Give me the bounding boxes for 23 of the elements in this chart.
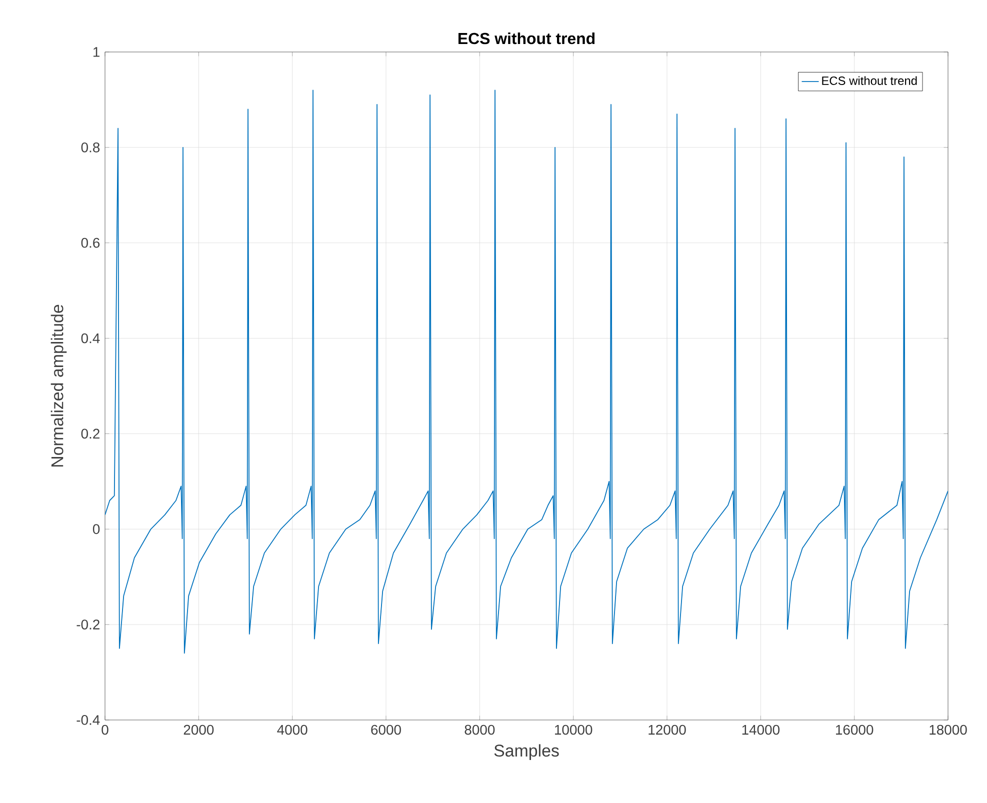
y-axis-title: Normalized amplitude — [50, 304, 67, 466]
x-tick-label: 16000 — [836, 724, 874, 735]
x-tick-label: 12000 — [648, 724, 686, 735]
y-tick-label: 0 — [92, 524, 100, 534]
y-tick-label: -0.4 — [76, 715, 100, 725]
y-tick-label: 0.8 — [81, 142, 100, 152]
x-tick-label: 10000 — [555, 724, 592, 735]
x-tick-label: 6000 — [371, 724, 401, 735]
x-tick-label: 8000 — [464, 724, 495, 735]
legend-label: ECS without trend — [822, 76, 917, 85]
y-tick-label: 0.6 — [81, 238, 100, 248]
x-tick-label: 2000 — [184, 724, 214, 735]
chart-title: ECS without trend — [458, 32, 595, 44]
x-tick-label: 18000 — [930, 724, 967, 735]
y-tick-label: 0.4 — [81, 333, 100, 344]
x-tick-label: 4000 — [277, 724, 308, 735]
line-series — [105, 90, 948, 654]
y-tick-label: 1 — [93, 47, 100, 57]
y-tick-label: 0.2 — [81, 428, 100, 439]
x-axis-title: Samples — [494, 744, 559, 760]
y-tick-label: -0.2 — [76, 620, 100, 630]
x-tick-label: 0 — [102, 724, 108, 735]
x-tick-label: 14000 — [742, 724, 780, 735]
